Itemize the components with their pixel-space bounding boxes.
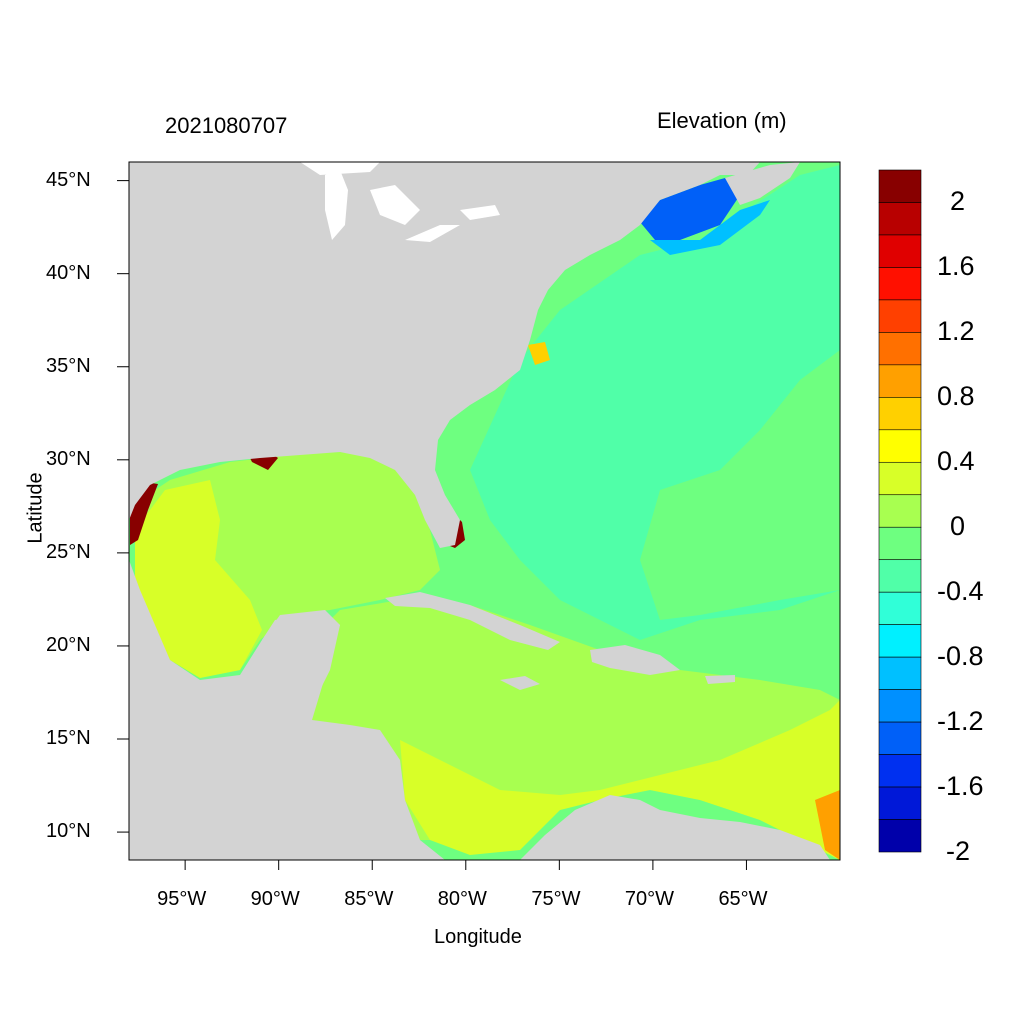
colorbar-swatch [878, 754, 922, 788]
x-tick-label: 75°W [531, 888, 581, 910]
great-lakes [300, 162, 500, 242]
colorbar-swatch [878, 397, 922, 431]
y-tick-label: 40°N [46, 261, 91, 284]
colorbar-swatch [878, 689, 922, 723]
colorbar-swatch [878, 494, 922, 528]
colorbar-label: -2 [946, 836, 971, 866]
lake-ontario [460, 205, 500, 220]
elevation-field [130, 165, 840, 860]
lake-erie [405, 225, 460, 242]
puerto-rico-land [705, 675, 735, 684]
hispaniola-land [590, 645, 680, 675]
map-plot-area [128, 161, 841, 861]
colorbar-swatch [878, 656, 922, 690]
colorbar-swatch [878, 559, 922, 593]
y-tick-label: 15°N [46, 727, 91, 749]
colorbar-swatch [878, 819, 922, 853]
colorbar-label: -1.2 [937, 706, 984, 737]
y-axis-ticks [117, 180, 129, 833]
north-america-land [129, 162, 760, 548]
colorbar-label: 1.6 [937, 251, 975, 282]
x-axis-ticks [184, 860, 747, 870]
map-frame [128, 161, 841, 861]
colorbar-swatch [878, 267, 922, 301]
x-tick-label: 85°W [344, 888, 394, 910]
nova-scotia-land [725, 162, 800, 205]
east-caribbean-surge [815, 790, 840, 860]
colorbar-swatch [878, 429, 922, 463]
pamlico-surge [528, 342, 550, 365]
colorbar-swatch [878, 461, 922, 496]
variable-title: Elevation (m) [657, 108, 787, 133]
colorbar-swatch [878, 786, 922, 820]
sargasso-region [640, 350, 840, 620]
lake-huron [370, 185, 420, 225]
y-tick-label: 45°N [46, 168, 91, 191]
colorbar-swatch [878, 526, 922, 561]
colorbar-label: 1.2 [937, 316, 975, 347]
y-tick-label: 25°N [46, 540, 91, 563]
colorbar [878, 169, 922, 853]
x-tick-label: 95°W [157, 888, 207, 910]
y-tick-label: 30°N [46, 447, 91, 470]
colorbar-label: -0.4 [937, 576, 984, 607]
colorbar-label: 0.4 [937, 446, 975, 477]
colorbar-label: -0.8 [937, 641, 984, 672]
y-tick-label: 10°N [46, 820, 91, 843]
colorbar-label: 2 [950, 186, 966, 217]
colorbar-label: 0 [950, 511, 966, 542]
south-america-land [520, 795, 830, 860]
date-title: 2021080707 [165, 113, 288, 138]
y-axis-title: Latitude [24, 472, 47, 544]
gulf-of-maine-region [640, 178, 740, 240]
colorbar-swatch [878, 364, 922, 398]
colorbar-swatch [878, 332, 922, 366]
western-gulf-region [135, 480, 262, 678]
scotian-shelf-region [650, 200, 770, 255]
colorbar-label: -1.6 [937, 771, 984, 802]
lake-michigan [325, 170, 348, 240]
colorbar-swatch [878, 591, 922, 625]
colorbar-swatch [878, 234, 922, 268]
colorbar-swatch [878, 169, 922, 203]
cuba-land [385, 592, 560, 650]
colorbar-swatch [878, 299, 922, 333]
x-axis-title: Longitude [434, 926, 522, 948]
x-tick-label: 70°W [624, 888, 675, 910]
lake-superior [300, 162, 380, 175]
y-tick-label: 20°N [46, 633, 91, 656]
colorbar-swatch [878, 624, 922, 658]
jamaica-land [500, 676, 540, 690]
x-tick-label: 90°W [250, 888, 300, 910]
x-tick-label: 80°W [437, 888, 487, 910]
x-tick-label: 65°W [718, 888, 768, 910]
land-masses [129, 162, 830, 860]
mexico-central-america-land [129, 560, 445, 860]
yucatan-land [262, 610, 340, 700]
southern-caribbean-region [400, 700, 840, 860]
colorbar-swatch [878, 721, 922, 755]
colorbar-swatch [878, 202, 922, 236]
y-tick-label: 35°N [46, 354, 91, 377]
colorbar-label: 0.8 [937, 381, 975, 412]
